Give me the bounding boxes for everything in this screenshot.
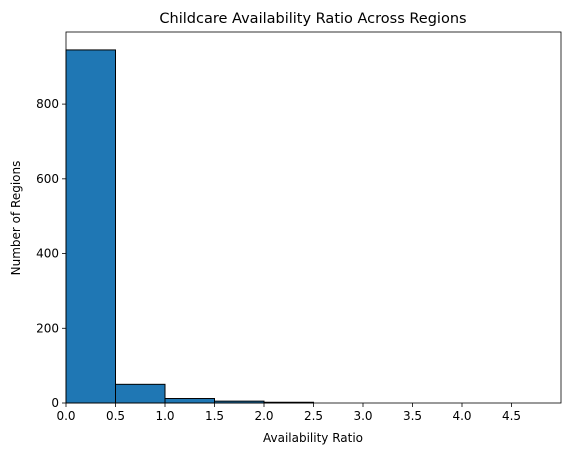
- y-tick-label: 800: [36, 97, 59, 111]
- x-tick-label: 4.5: [502, 409, 521, 423]
- bars-group: [65, 49, 314, 404]
- y-axis-label: Number of Regions: [9, 161, 23, 276]
- x-tick-label: 2.5: [304, 409, 323, 423]
- histogram-bar: [65, 49, 116, 404]
- x-axis-label: Availability Ratio: [263, 431, 363, 445]
- y-axis-ticks: 0 200 400 600 800: [36, 97, 66, 410]
- x-tick-label: 3.0: [353, 409, 372, 423]
- chart-title: Childcare Availability Ratio Across Regi…: [159, 11, 466, 27]
- x-tick-label: 1.5: [205, 409, 224, 423]
- histogram-bar: [115, 383, 166, 404]
- x-tick-label: 0.0: [56, 409, 75, 423]
- y-tick-label: 200: [36, 321, 59, 335]
- x-tick-label: 4.0: [452, 409, 471, 423]
- x-tick-label: 0.5: [106, 409, 125, 423]
- x-tick-label: 1.0: [155, 409, 174, 423]
- x-tick-label: 3.5: [403, 409, 422, 423]
- x-tick-label: 2.0: [254, 409, 273, 423]
- y-tick-label: 400: [36, 247, 59, 261]
- y-tick-label: 0: [51, 396, 59, 410]
- y-tick-label: 600: [36, 172, 59, 186]
- histogram-bar: [164, 398, 215, 404]
- x-axis-ticks: 0.0 0.5 1.0 1.5 2.0 2.5 3.0 3.5 4.0 4.5: [56, 403, 521, 423]
- plot-frame: [65, 31, 562, 404]
